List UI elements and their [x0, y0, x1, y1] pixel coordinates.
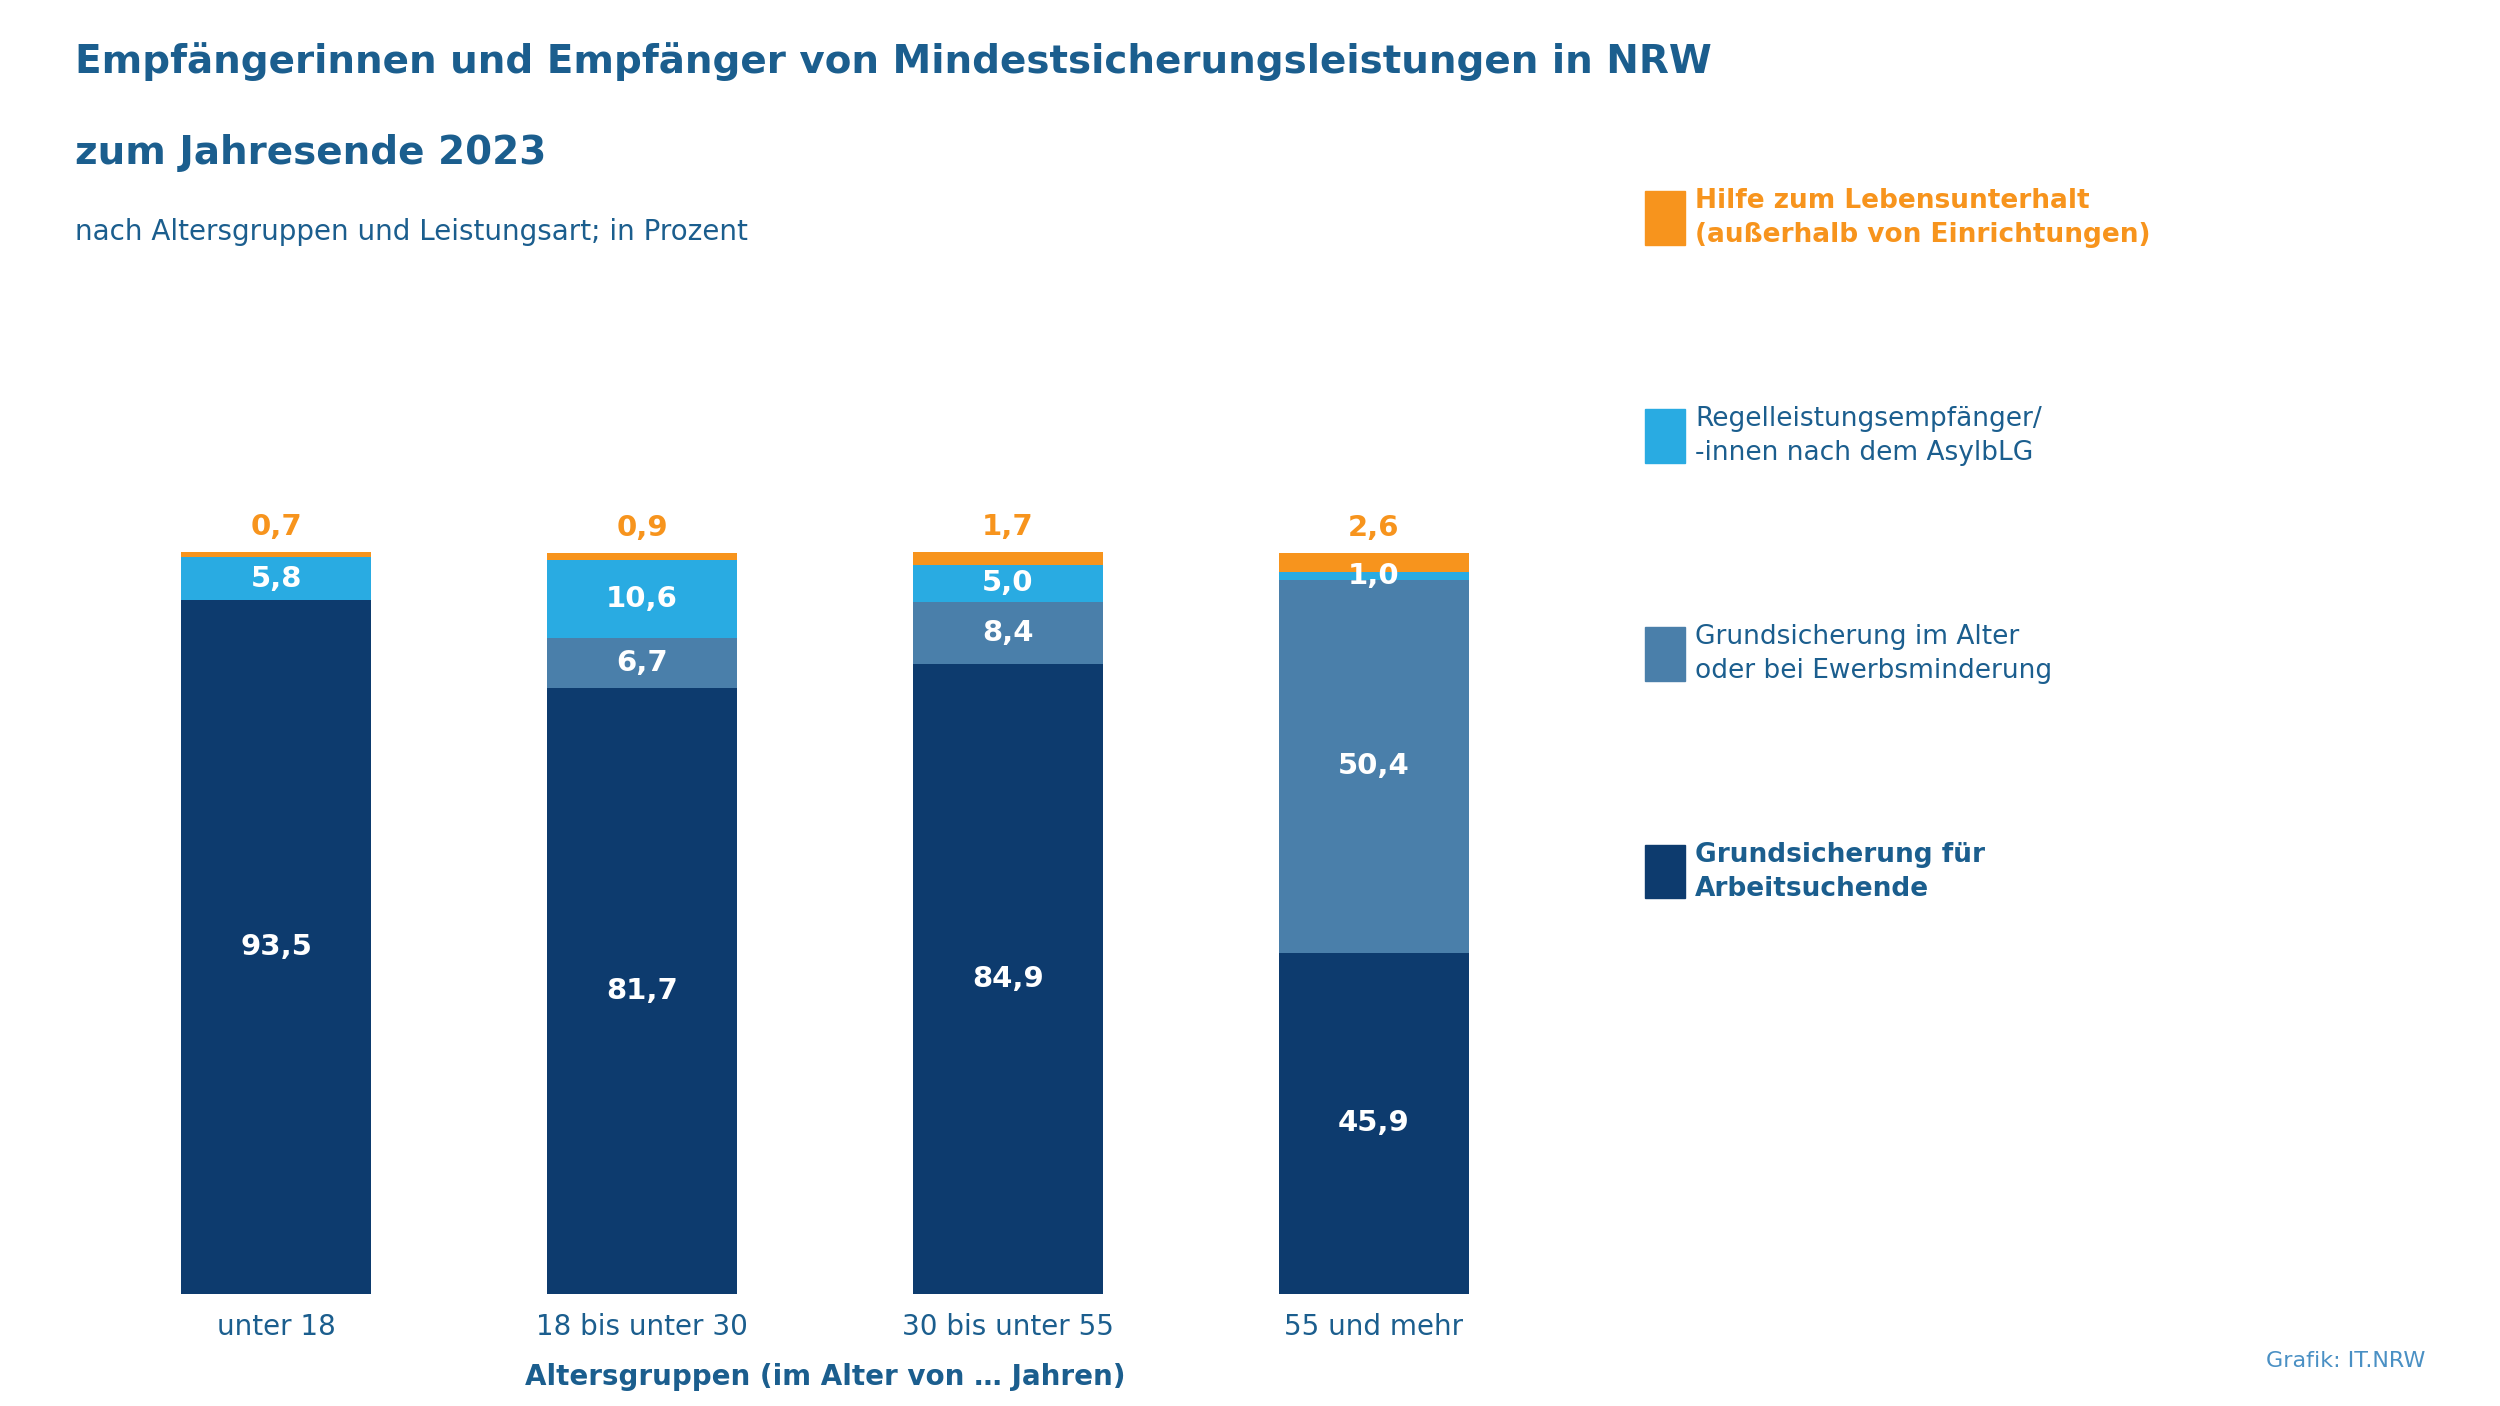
Bar	[548, 688, 738, 1294]
Text: 6,7: 6,7	[615, 650, 668, 678]
Bar	[1278, 572, 1470, 579]
Bar	[548, 638, 738, 688]
Bar	[1278, 953, 1470, 1294]
Text: nach Altersgruppen und Leistungsart; in Prozent: nach Altersgruppen und Leistungsart; in …	[75, 218, 748, 246]
Bar	[912, 602, 1102, 664]
Text: 81,7: 81,7	[605, 977, 678, 1005]
Text: Regelleistungsempfänger/
-innen nach dem AsylbLG: Regelleistungsempfänger/ -innen nach dem…	[1695, 406, 2042, 465]
Text: 5,8: 5,8	[250, 565, 302, 593]
Bar	[912, 565, 1102, 602]
Text: 1,0: 1,0	[1348, 562, 1400, 591]
Text: 10,6: 10,6	[605, 585, 678, 613]
Text: 45,9: 45,9	[1338, 1109, 1410, 1137]
Text: 5,0: 5,0	[982, 569, 1032, 598]
Text: 8,4: 8,4	[982, 619, 1032, 647]
Bar	[1278, 579, 1470, 953]
Bar	[912, 664, 1102, 1294]
Bar	[180, 557, 372, 600]
Text: Empfängerinnen und Empfänger von Mindestsicherungsleistungen in NRW: Empfängerinnen und Empfänger von Mindest…	[75, 42, 1712, 82]
Bar	[548, 560, 738, 638]
Text: Grundsicherung im Alter
oder bei Ewerbsminderung: Grundsicherung im Alter oder bei Ewerbsm…	[1695, 624, 2052, 683]
Text: 2,6: 2,6	[1348, 513, 1400, 541]
Bar	[180, 553, 372, 557]
Text: 0,7: 0,7	[250, 513, 302, 541]
Text: 93,5: 93,5	[240, 934, 312, 960]
X-axis label: Altersgruppen (im Alter von … Jahren): Altersgruppen (im Alter von … Jahren)	[525, 1364, 1125, 1391]
Text: Hilfe zum Lebensunterhalt
(außerhalb von Einrichtungen): Hilfe zum Lebensunterhalt (außerhalb von…	[1695, 188, 2150, 247]
Text: 50,4: 50,4	[1338, 752, 1410, 780]
Text: 84,9: 84,9	[972, 965, 1045, 993]
Bar	[180, 600, 372, 1294]
Text: Grafik: IT.NRW: Grafik: IT.NRW	[2265, 1351, 2425, 1371]
Bar	[1278, 553, 1470, 572]
Text: 0,9: 0,9	[618, 513, 668, 541]
Text: 1,7: 1,7	[982, 513, 1035, 541]
Text: zum Jahresende 2023: zum Jahresende 2023	[75, 134, 548, 172]
Text: Grundsicherung für
Arbeitsuchende: Grundsicherung für Arbeitsuchende	[1695, 842, 1985, 901]
Bar	[548, 553, 738, 560]
Bar	[912, 553, 1102, 565]
